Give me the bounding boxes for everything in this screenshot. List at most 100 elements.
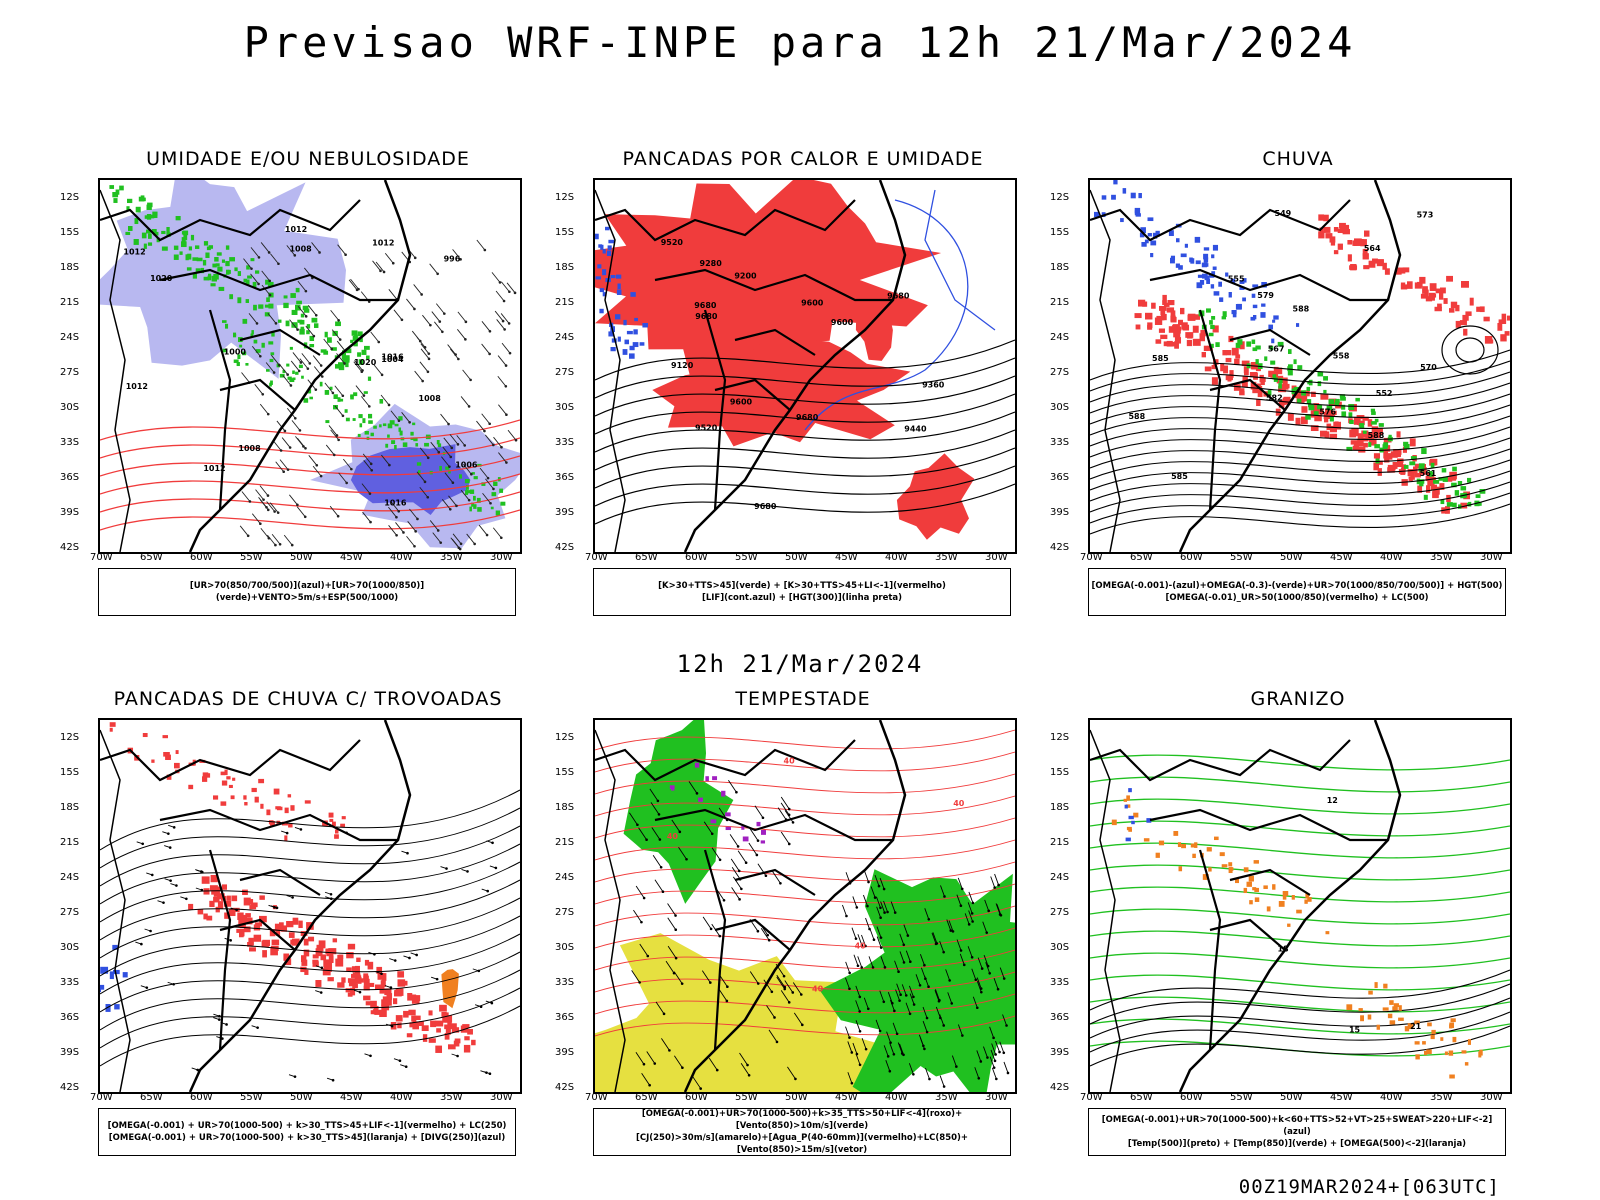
thunderstorm-area [359,978,364,983]
wind-vector [257,256,261,259]
rain-area [1235,354,1241,359]
wind-vector [766,1005,775,1018]
latitude-label: 30S [1050,942,1070,953]
wind-vector [777,807,787,820]
rain-area [1152,232,1158,239]
map-graphic [100,720,520,1092]
wind-vector [852,1042,858,1055]
rain-area [1250,316,1256,321]
rain-area [1348,404,1355,410]
map-area: 40 40 40 40 40 [593,718,1017,1094]
wind-vector [845,961,851,974]
wind-vector [289,494,298,506]
wind-vector [729,834,739,847]
longitude-label: 30W [1480,1092,1503,1103]
rain-area [1317,409,1322,415]
wind-vector [925,1030,929,1034]
latitude-label: 33S [555,437,575,448]
severe-storm-area [671,786,675,791]
humidity-lower-area [500,501,506,506]
wind-vector [857,956,863,968]
thunderstorm-area [300,931,308,936]
wind-vector [702,916,712,930]
rain-area [1145,312,1153,320]
streamline-arrow [389,986,393,989]
wind-vector [507,429,517,441]
wind-vector [276,420,286,432]
wind-vector [754,805,764,818]
humidity-lower-area [286,363,290,367]
longitude-label: 70W [585,1092,608,1103]
wind-vector [479,467,489,479]
contour-label: 1008 [289,245,312,254]
thunderstorm-area [109,727,113,732]
wind-vector [730,858,740,872]
rain-area [1139,232,1145,238]
humidity-lower-area [303,398,309,403]
wind-vector [341,414,345,418]
omega-area [1449,1074,1455,1079]
rain-area [1272,374,1277,380]
thunderstorm-area [379,1009,387,1018]
rain-area [1418,466,1425,472]
rain-area [1324,417,1329,423]
rain-area [1210,284,1215,289]
rain-area [1278,386,1287,393]
humidity-lower-area [173,245,179,250]
hail-area [1124,804,1128,809]
wind-vector [853,954,859,966]
rain-area [1180,307,1185,315]
rain-area [1317,371,1324,377]
latitude-label: 36S [555,472,575,483]
rain-area [1277,341,1284,347]
wind-vector [851,927,857,939]
rain-area [1297,398,1302,403]
thunderstorm-area [346,967,352,972]
rain-area [1170,310,1176,317]
wind-vector [870,886,876,898]
longitude-label: 40W [1380,1092,1403,1103]
wind-vector [413,544,416,548]
rain-area [1197,274,1204,278]
streamline-arrow [218,1014,221,1018]
wind-vector [874,874,880,887]
thunderstorm-area [271,939,280,946]
thunderstorm-area [341,977,346,983]
wind-vector [259,522,262,525]
thunderstorm-area [382,1001,391,1006]
coastline [1178,720,1402,1092]
wind-vector [350,467,353,471]
wind-vector [645,838,648,841]
rain-area [1284,383,1290,389]
wind-vector [1002,977,1006,980]
humidity-lower-area [302,305,309,311]
humidity-lower-area [251,330,254,335]
rain-area [1170,257,1175,264]
main-title: Previsao WRF-INPE para 12h 21/Mar/2024 [243,18,1357,67]
thickness-contour [100,455,520,477]
rain-area [1306,386,1311,391]
thunderstorm-area [328,955,334,964]
contour-label: 564 [1364,244,1381,253]
thunderstorm-area [463,1044,471,1053]
wind-vector [269,502,279,513]
latitude-label: 15S [1050,227,1070,238]
humidity-lower-area [214,257,219,262]
thunderstorm-area [209,900,215,908]
omega-area [1254,897,1260,902]
omega-area [1158,840,1165,846]
wind-vector [304,446,307,450]
wind-vector [961,1034,964,1037]
rain-area [1154,317,1163,325]
wind-vector [459,258,462,261]
temperature-500-contour [1090,997,1510,1039]
lifted-index-contour [610,275,616,279]
rain-area [1359,423,1365,429]
latitude-label: 21S [1050,837,1070,848]
wind-vector [498,404,507,415]
wind-vector [315,463,319,467]
rain-area [1223,365,1229,374]
andes-coast [1090,729,1121,1092]
humidity-lower-area [268,303,274,309]
wind-vector [783,987,787,991]
